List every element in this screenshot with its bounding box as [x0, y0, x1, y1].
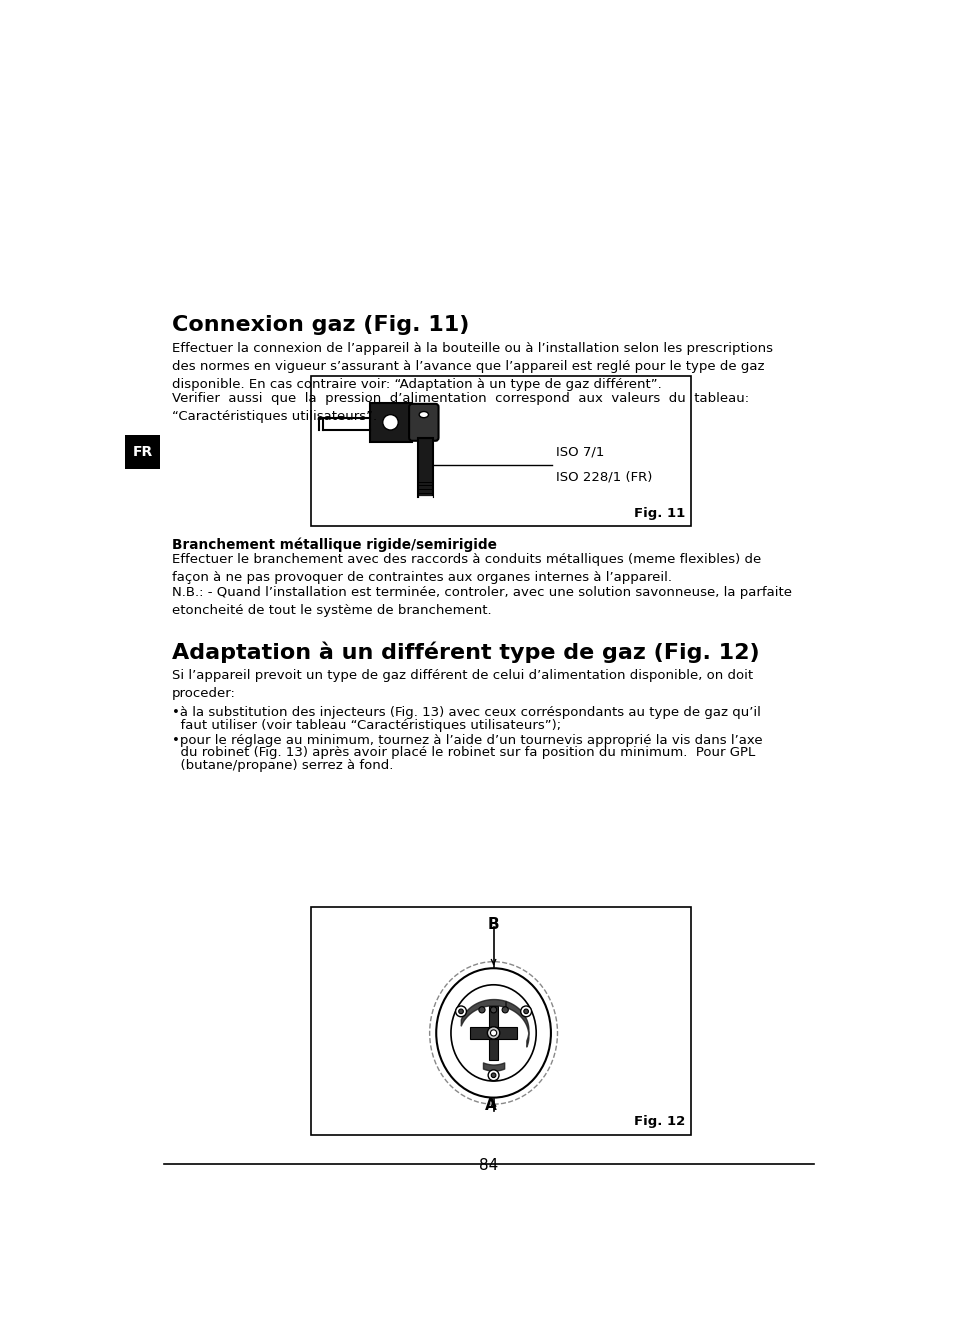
Bar	[417, 438, 433, 497]
Circle shape	[523, 1009, 528, 1013]
Text: Verifier  aussi  que  la  pression  d’alimentation  correspond  aux  valeurs  du: Verifier aussi que la pression d’aliment…	[172, 391, 748, 422]
Text: (butane/propane) serrez à fond.: (butane/propane) serrez à fond.	[172, 759, 393, 771]
Text: faut utiliser (voir tableau “Caractéristiques utilisateurs”);: faut utiliser (voir tableau “Caractérist…	[172, 719, 560, 731]
Ellipse shape	[436, 968, 550, 1098]
FancyBboxPatch shape	[409, 403, 438, 441]
Circle shape	[491, 1073, 496, 1078]
Circle shape	[382, 414, 397, 430]
Text: Fig. 12: Fig. 12	[633, 1116, 684, 1129]
Text: Adaptation à un différent type de gaz (Fig. 12): Adaptation à un différent type de gaz (F…	[172, 642, 759, 663]
Text: A: A	[484, 1098, 496, 1113]
Ellipse shape	[429, 962, 557, 1105]
Text: Fig. 11: Fig. 11	[633, 507, 684, 520]
Text: du robinet (Fig. 13) après avoir placé le robinet sur fa position du minimum.  P: du robinet (Fig. 13) après avoir placé l…	[172, 746, 755, 759]
Circle shape	[501, 1007, 508, 1013]
Circle shape	[487, 1027, 499, 1039]
Text: B: B	[487, 917, 498, 931]
Text: FR: FR	[132, 445, 152, 458]
Bar	[470, 1027, 517, 1039]
Text: Connexion gaz (Fig. 11): Connexion gaz (Fig. 11)	[172, 314, 469, 335]
Text: Branchement métallique rigide/semirigide: Branchement métallique rigide/semirigide	[172, 538, 497, 552]
Text: •à la substitution des injecteurs (Fig. 13) avec ceux corréspondants au type de : •à la substitution des injecteurs (Fig. …	[172, 707, 760, 719]
Circle shape	[520, 1005, 531, 1017]
Text: ISO 7/1: ISO 7/1	[555, 445, 603, 458]
Circle shape	[490, 1007, 497, 1013]
Text: ISO 228/1 (FR): ISO 228/1 (FR)	[555, 470, 651, 484]
Bar	[488, 1005, 497, 1060]
Bar	[311, 376, 691, 527]
Circle shape	[478, 1007, 484, 1013]
Text: •pour le réglage au minimum, tournez à l’aide d’un tournevis approprié la vis da: •pour le réglage au minimum, tournez à l…	[172, 734, 761, 747]
Ellipse shape	[418, 411, 428, 418]
Bar	[369, 403, 412, 442]
Text: Si l’appareil prevoit un type de gaz différent de celui d’alimentation disponibl: Si l’appareil prevoit un type de gaz dif…	[172, 669, 752, 700]
Bar	[125, 434, 159, 469]
Text: 84: 84	[478, 1159, 498, 1173]
Circle shape	[456, 1005, 466, 1017]
Circle shape	[458, 1009, 463, 1013]
Circle shape	[490, 1030, 497, 1036]
Text: Effectuer la connexion de l’appareil à la bouteille ou à l’installation selon le: Effectuer la connexion de l’appareil à l…	[172, 343, 772, 391]
Bar	[311, 907, 691, 1134]
Text: N.B.: - Quand l’installation est terminée, controler, avec une solution savonneu: N.B.: - Quand l’installation est terminé…	[172, 586, 791, 617]
Ellipse shape	[451, 985, 536, 1081]
Circle shape	[488, 1070, 498, 1081]
Text: Effectuer le branchement avec des raccords à conduits métalliques (meme flexible: Effectuer le branchement avec des raccor…	[172, 554, 760, 585]
